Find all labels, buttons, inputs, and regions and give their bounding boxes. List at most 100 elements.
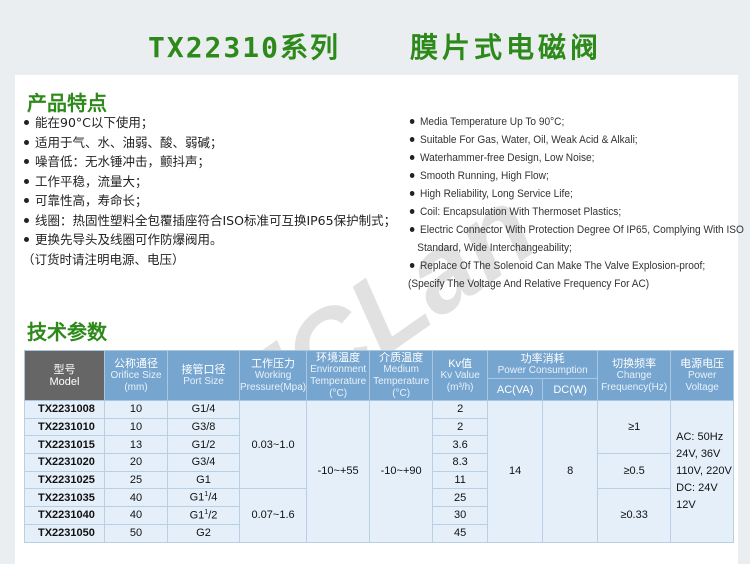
features-list-zh: 能在90°C以下使用； 适用于气、水、油弱、酸、弱碱； 噪音低：无水锤冲击，颤抖… bbox=[22, 113, 396, 269]
table-cell: 11 bbox=[432, 470, 489, 490]
table-cell: 20 bbox=[104, 453, 168, 472]
feature-item: 工作平稳，流量大； bbox=[22, 172, 396, 192]
table-cell: G3/4 bbox=[167, 453, 240, 472]
table-cell: -10~+55 bbox=[306, 400, 371, 543]
feature-item: Waterhammer-free Design, Low Noise; bbox=[408, 149, 744, 167]
feature-item: 更换先导头及线圈可作防爆阀用。 bbox=[22, 230, 396, 250]
table-row: TX2231040 40 G11/2 30 bbox=[24, 506, 734, 525]
bullet-icon bbox=[409, 172, 415, 178]
table-cell: TX2231040 bbox=[24, 506, 105, 525]
table-cell: TX2231010 bbox=[24, 417, 105, 437]
table-cell: TX2231050 bbox=[24, 523, 105, 543]
table-cell: 30 bbox=[432, 506, 489, 525]
table-cell: TX2231020 bbox=[24, 453, 105, 472]
table-cell: 8.3 bbox=[432, 453, 489, 472]
table-row: TX2231025 25 G1 11 bbox=[24, 470, 734, 490]
table-cell: G1 bbox=[167, 470, 240, 490]
bullet-icon bbox=[409, 190, 415, 196]
table-cell: 50 bbox=[104, 523, 168, 543]
bullet-icon bbox=[24, 198, 29, 203]
bullet-icon bbox=[409, 226, 415, 232]
feature-item: 适用于气、水、油弱、酸、弱碱； bbox=[22, 133, 396, 153]
bullet-icon bbox=[409, 262, 415, 268]
bullet-icon bbox=[24, 139, 29, 145]
table-cell: 10 bbox=[104, 417, 168, 437]
table-cell: G2 bbox=[167, 523, 240, 543]
voltage-cell: AC: 50Hz 24V, 36V 110V, 220V DC: 24V 12V bbox=[670, 400, 735, 543]
feature-note: （订货时请注明电源、电压） bbox=[22, 251, 185, 267]
feature-item: Electric Connector With Protection Degre… bbox=[408, 221, 744, 239]
feature-item-cont: Standard, Wide Interchangeability; bbox=[417, 242, 572, 254]
bullet-icon bbox=[409, 118, 415, 124]
feature-item: Suitable For Gas, Water, Oil, Weak Acid … bbox=[408, 131, 744, 149]
bullet-icon bbox=[409, 208, 415, 214]
header-model: 型号 Model bbox=[24, 350, 105, 401]
header-power: 功率消耗 Power Consumption bbox=[487, 350, 599, 379]
table-cell: 25 bbox=[432, 488, 489, 508]
feature-item: Media Temperature Up To 90°C; bbox=[408, 113, 744, 131]
table-cell: G1/2 bbox=[167, 435, 240, 455]
feature-item: 可靠性高，寿命长； bbox=[22, 191, 396, 211]
table-cell: 0.07~1.6 bbox=[238, 488, 308, 543]
table-row: TX2231020 20 G3/4 8.3 ≥0.5 bbox=[24, 453, 734, 490]
bullet-icon bbox=[24, 159, 29, 164]
table-cell: ≥0.5 bbox=[597, 453, 672, 490]
feature-note: (Specify The Voltage And Relative Freque… bbox=[408, 278, 650, 290]
specs-heading: 技术参数 bbox=[27, 320, 107, 344]
header-port: 接管口径 Port Size bbox=[167, 350, 240, 401]
table-cell: 3.6 bbox=[432, 435, 489, 455]
table-cell: 2 bbox=[432, 400, 489, 419]
feature-item: 噪音低：无水锤冲击，颤抖声； bbox=[22, 152, 396, 172]
table-cell: 40 bbox=[104, 506, 168, 525]
table-cell: 25 bbox=[104, 470, 168, 490]
header-orifice: 公称通径 Orifice Size (mm) bbox=[104, 350, 168, 401]
page-title: TX22310系列 膜片式电磁阀 bbox=[0, 26, 750, 66]
header-medium-temp: 介质温度 Medium Temperature (°C) bbox=[369, 350, 434, 401]
specs-table: 型号 Model 公称通径 Orifice Size (mm) 接管口径 Port Si… bbox=[24, 350, 735, 543]
header-pressure: 工作压力 Working Pressure(Mpa) bbox=[238, 350, 308, 401]
product-name: 膜片式电磁阀 bbox=[410, 31, 603, 64]
feature-item: 能在90°C以下使用； bbox=[22, 113, 396, 133]
table-row: TX2231010 10 G3/8 2 bbox=[24, 417, 734, 437]
feature-item: 线圈：热固性塑料全包覆插座符合ISO标准可互换IP65保护制式； bbox=[22, 211, 396, 231]
table-cell: G3/8 bbox=[167, 417, 240, 437]
feature-item: High Reliability, Long Service Life; bbox=[408, 185, 744, 203]
header-ac: AC(VA) bbox=[487, 378, 544, 401]
features-heading: 产品特点 bbox=[27, 91, 107, 115]
series-title: TX22310系列 bbox=[147, 31, 340, 64]
feature-item: Coil: Encapsulation With Thermoset Plast… bbox=[408, 203, 744, 221]
bullet-icon bbox=[24, 178, 29, 184]
table-cell: 40 bbox=[104, 488, 168, 508]
table-row: TX2231050 50 G2 45 bbox=[24, 523, 734, 543]
table-cell: 13 bbox=[104, 435, 168, 455]
table-cell: G11/4 bbox=[167, 488, 240, 508]
table-cell: TX2231035 bbox=[24, 488, 105, 508]
table-cell: 2 bbox=[432, 417, 489, 437]
table-cell: TX2231015 bbox=[24, 435, 105, 455]
table-cell: G11/2 bbox=[167, 506, 240, 525]
table-cell: TX2231025 bbox=[24, 470, 105, 490]
table-cell: 10 bbox=[104, 400, 168, 419]
header-env-temp: 环境温度 Environment Temperature (°C) bbox=[306, 350, 371, 401]
table-cell: -10~+90 bbox=[369, 400, 434, 543]
table-row: TX2231008 10 G1/4 0.03~1.0 -10~+55 -10~+90… bbox=[24, 399, 735, 543]
bullet-icon bbox=[409, 136, 415, 142]
table-row: TX2231015 13 G1/2 3.6 bbox=[24, 435, 734, 455]
table-cell: G1/4 bbox=[167, 400, 240, 419]
feature-item: Smooth Running, High Flow; bbox=[408, 167, 744, 185]
table-cell: 0.03~1.0 bbox=[238, 399, 308, 490]
table-cell: 45 bbox=[432, 523, 489, 543]
header-frequency: 切换频率 Change Frequency(Hz) bbox=[597, 350, 672, 401]
bullet-icon bbox=[24, 120, 29, 125]
bullet-icon bbox=[24, 217, 29, 223]
features-list-en: Media Temperature Up To 90°C; Suitable F… bbox=[408, 113, 750, 293]
table-cell: 14 bbox=[487, 400, 544, 543]
bullet-icon bbox=[24, 237, 29, 242]
table-cell: ≥1 bbox=[597, 399, 672, 455]
header-voltage: 电源电压 Power Voltage bbox=[670, 350, 735, 401]
table-cell: TX2231008 bbox=[24, 400, 105, 419]
bullet-icon bbox=[409, 154, 415, 160]
table-cell: ≥0.33 bbox=[597, 488, 672, 543]
table-cell: 8 bbox=[542, 400, 599, 543]
header-kv: Kv值 Kv Value (m³/h) bbox=[432, 350, 489, 401]
